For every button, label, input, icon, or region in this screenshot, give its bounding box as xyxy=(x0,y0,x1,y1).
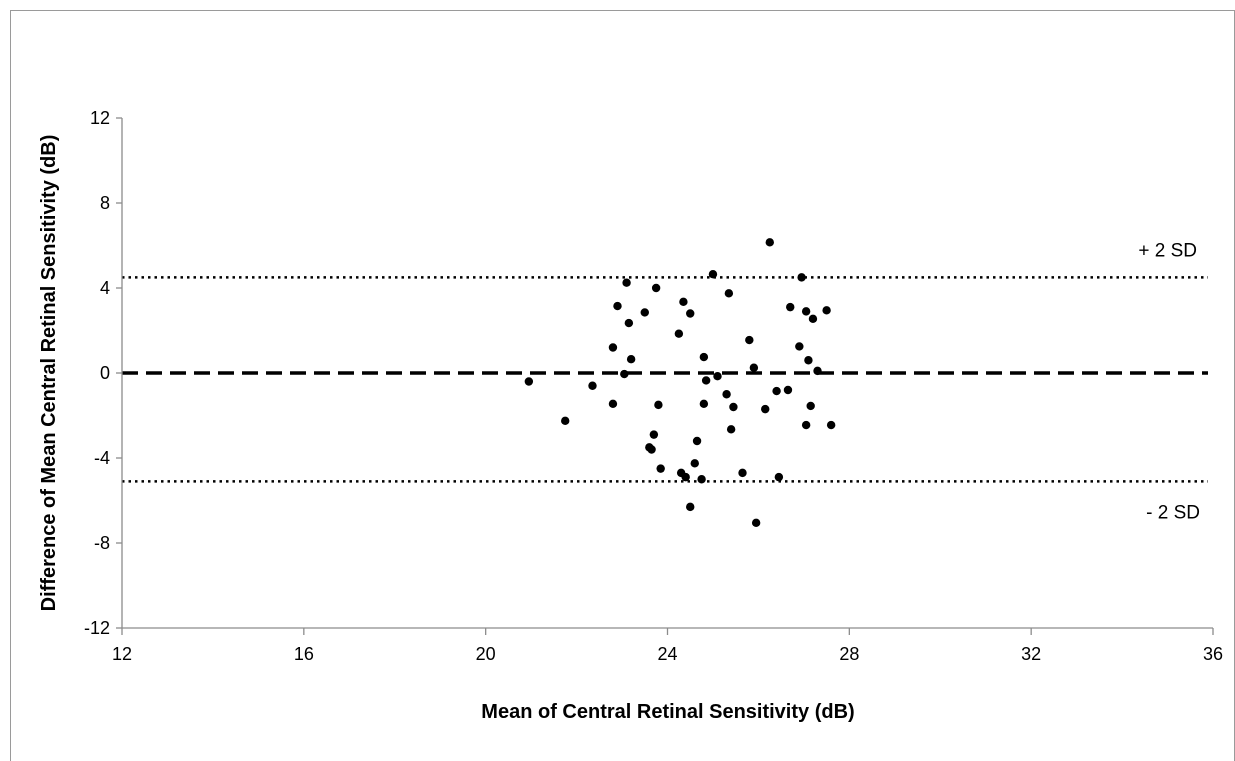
data-point xyxy=(729,402,738,412)
data-point xyxy=(686,309,695,318)
data-point xyxy=(697,475,706,484)
data-point xyxy=(765,238,774,247)
data-point xyxy=(588,381,597,390)
data-point xyxy=(708,269,718,279)
data-point xyxy=(786,302,795,312)
x-axis-title: Mean of Central Retinal Sensitivity (dB) xyxy=(481,701,854,723)
x-tick-label: 36 xyxy=(1203,644,1223,664)
data-point xyxy=(808,314,818,324)
data-point xyxy=(647,445,656,454)
data-point xyxy=(561,416,570,426)
data-point xyxy=(674,329,684,338)
y-tick-label: -12 xyxy=(84,618,110,638)
data-point xyxy=(624,318,634,328)
data-point xyxy=(795,342,804,351)
x-tick-label: 24 xyxy=(657,644,677,664)
data-point xyxy=(524,377,534,386)
data-point xyxy=(608,343,618,352)
x-tick-label: 20 xyxy=(476,644,496,664)
x-tick-label: 12 xyxy=(112,644,132,664)
data-point xyxy=(613,301,622,311)
data-point xyxy=(649,430,659,439)
axes xyxy=(116,117,1214,635)
data-point xyxy=(801,307,811,316)
data-point xyxy=(722,390,731,399)
data-point xyxy=(774,472,784,482)
plus-2sd-label: + 2 SD xyxy=(1138,240,1197,261)
data-points xyxy=(524,238,836,528)
data-point xyxy=(826,420,836,430)
x-tick-label: 16 xyxy=(294,644,314,664)
data-point xyxy=(761,404,770,414)
x-tick-label: 32 xyxy=(1021,644,1041,664)
y-tick-label: 0 xyxy=(100,363,110,383)
data-point xyxy=(772,386,781,396)
data-point xyxy=(620,369,629,379)
y-axis-title: Difference of Mean Central Retinal Sensi… xyxy=(38,135,60,612)
y-tick-label: 12 xyxy=(90,108,110,128)
data-point xyxy=(690,459,699,468)
minus-2sd-label: - 2 SD xyxy=(1146,502,1200,523)
data-point xyxy=(797,273,806,282)
data-point xyxy=(654,400,663,410)
data-point xyxy=(608,399,618,409)
data-point xyxy=(701,376,711,385)
data-point xyxy=(751,518,761,528)
data-point xyxy=(783,385,793,395)
data-point xyxy=(622,278,631,287)
chart-frame xyxy=(10,10,1235,761)
y-tick-label: -8 xyxy=(94,533,110,553)
data-point xyxy=(724,289,734,298)
data-point xyxy=(626,354,636,364)
data-point xyxy=(681,472,690,482)
data-point xyxy=(713,371,722,381)
reference-lines: + 2 SD - 2 SD xyxy=(122,240,1208,523)
data-point xyxy=(640,308,649,317)
data-point xyxy=(813,366,822,376)
data-point xyxy=(726,425,736,434)
data-point xyxy=(679,297,688,307)
y-tick-label: 8 xyxy=(100,193,110,213)
data-point xyxy=(699,399,709,409)
data-point xyxy=(699,352,709,362)
data-point xyxy=(651,283,661,293)
data-point xyxy=(738,468,747,478)
data-point xyxy=(822,306,831,315)
data-point xyxy=(692,436,702,446)
data-point xyxy=(806,401,815,411)
data-point xyxy=(801,420,811,430)
data-point xyxy=(745,335,754,345)
y-tick-label: 4 xyxy=(100,278,110,298)
data-point xyxy=(686,502,695,512)
data-point xyxy=(749,363,759,372)
y-tick-label: -4 xyxy=(94,448,110,468)
x-tick-label: 28 xyxy=(839,644,859,664)
data-point xyxy=(804,356,813,365)
data-point xyxy=(656,464,665,473)
